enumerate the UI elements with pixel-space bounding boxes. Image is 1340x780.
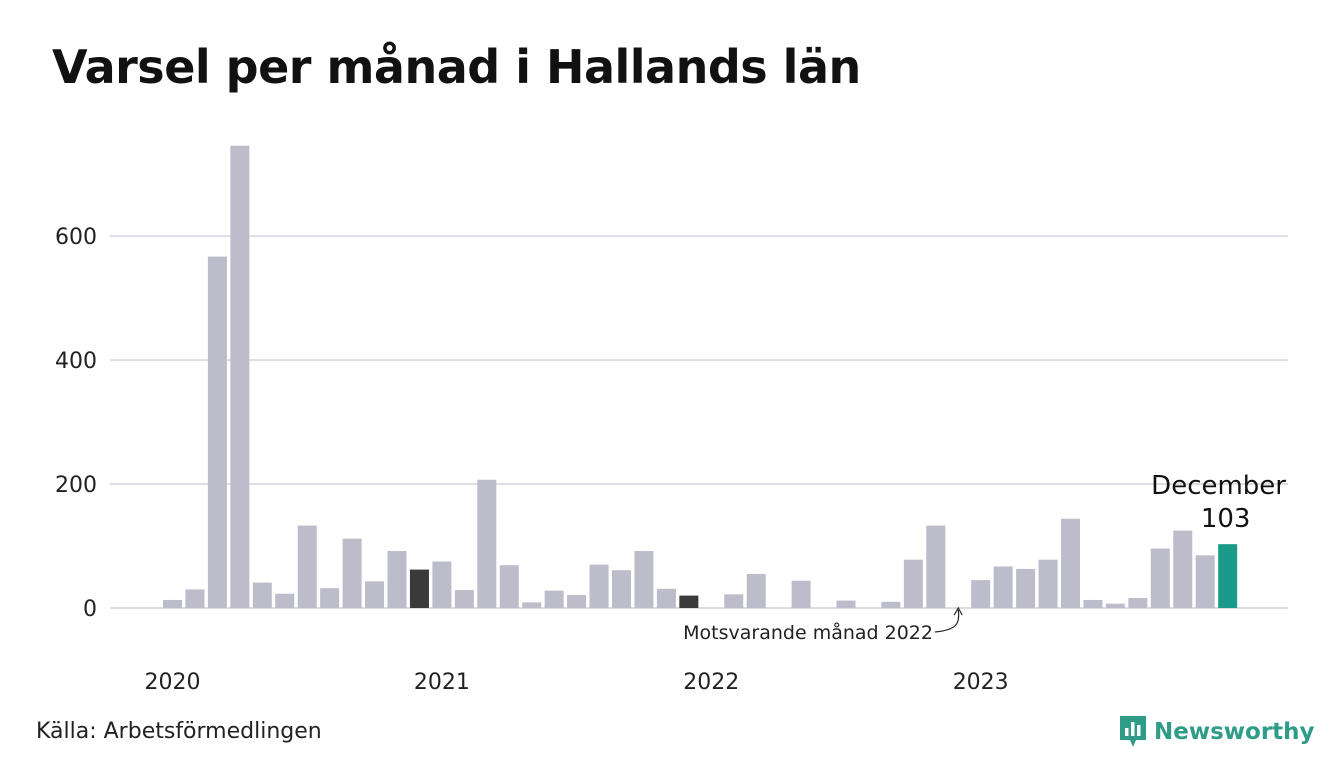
chart-title: Varsel per månad i Hallands län: [52, 40, 861, 94]
bar: [926, 525, 946, 608]
bar: [432, 561, 452, 608]
bar: [836, 600, 856, 608]
bars: [163, 145, 1238, 608]
y-tick-label: 0: [83, 597, 97, 622]
bar: [275, 593, 295, 608]
bar: [589, 564, 609, 608]
bar: [320, 588, 340, 608]
bar: [903, 559, 923, 608]
x-tick-label: 2023: [953, 670, 1009, 695]
bar: [1173, 530, 1193, 608]
bar: [1061, 518, 1080, 608]
annotation-arrow: [934, 609, 960, 633]
highlight-value-label: 103: [1201, 504, 1251, 534]
x-tick-label: 2022: [683, 670, 739, 695]
x-tick-label: 2021: [414, 670, 470, 695]
annotation-arrowhead: [953, 606, 963, 616]
bar-highlight: [1218, 544, 1238, 608]
x-axis-ticks: 2020 2021 2022 2023: [145, 670, 1009, 695]
bar: [252, 582, 272, 608]
bar: [207, 256, 227, 608]
bar: [1105, 603, 1125, 608]
bar: [544, 590, 564, 608]
y-tick-label: 400: [55, 349, 97, 374]
bar: [791, 580, 811, 608]
bar: [1038, 559, 1058, 608]
bar: [993, 566, 1013, 608]
newsworthy-logo: Newsworthy: [1118, 714, 1315, 750]
bar: [634, 550, 654, 608]
grid-lines: [110, 235, 1288, 609]
source-note: Källa: Arbetsförmedlingen: [36, 719, 322, 744]
y-tick-label: 200: [55, 473, 97, 498]
bar: [477, 479, 497, 608]
bar: [387, 550, 407, 608]
bar: [1150, 548, 1170, 608]
bar: [409, 569, 429, 608]
bar: [724, 594, 744, 608]
bar: [342, 538, 362, 608]
bar: [746, 573, 766, 608]
bar: [1016, 568, 1036, 608]
y-tick-label: 600: [55, 225, 97, 250]
highlight-month-label: December: [1151, 471, 1286, 501]
bar: [365, 581, 385, 608]
newsworthy-wordmark: Newsworthy: [1154, 719, 1315, 745]
bar: [679, 595, 699, 608]
bar: [612, 570, 631, 608]
bar: [567, 594, 587, 608]
bar: [454, 590, 474, 608]
bar: [163, 599, 182, 608]
bar: [1195, 555, 1215, 608]
bar: [656, 588, 676, 608]
bar: [522, 602, 542, 608]
x-tick-label: 2020: [145, 670, 201, 695]
newsworthy-logo-icon: [1120, 716, 1146, 747]
bar: [297, 525, 317, 608]
bar: [881, 601, 901, 608]
bar: [185, 589, 205, 608]
bar: [1128, 598, 1148, 608]
bar: [971, 580, 991, 608]
bar: [499, 565, 519, 608]
bar: [230, 145, 250, 608]
y-axis-ticks: 0 200 400 600: [55, 225, 97, 622]
bar: [1083, 599, 1103, 608]
annotation-label: Motsvarande månad 2022: [683, 621, 933, 644]
